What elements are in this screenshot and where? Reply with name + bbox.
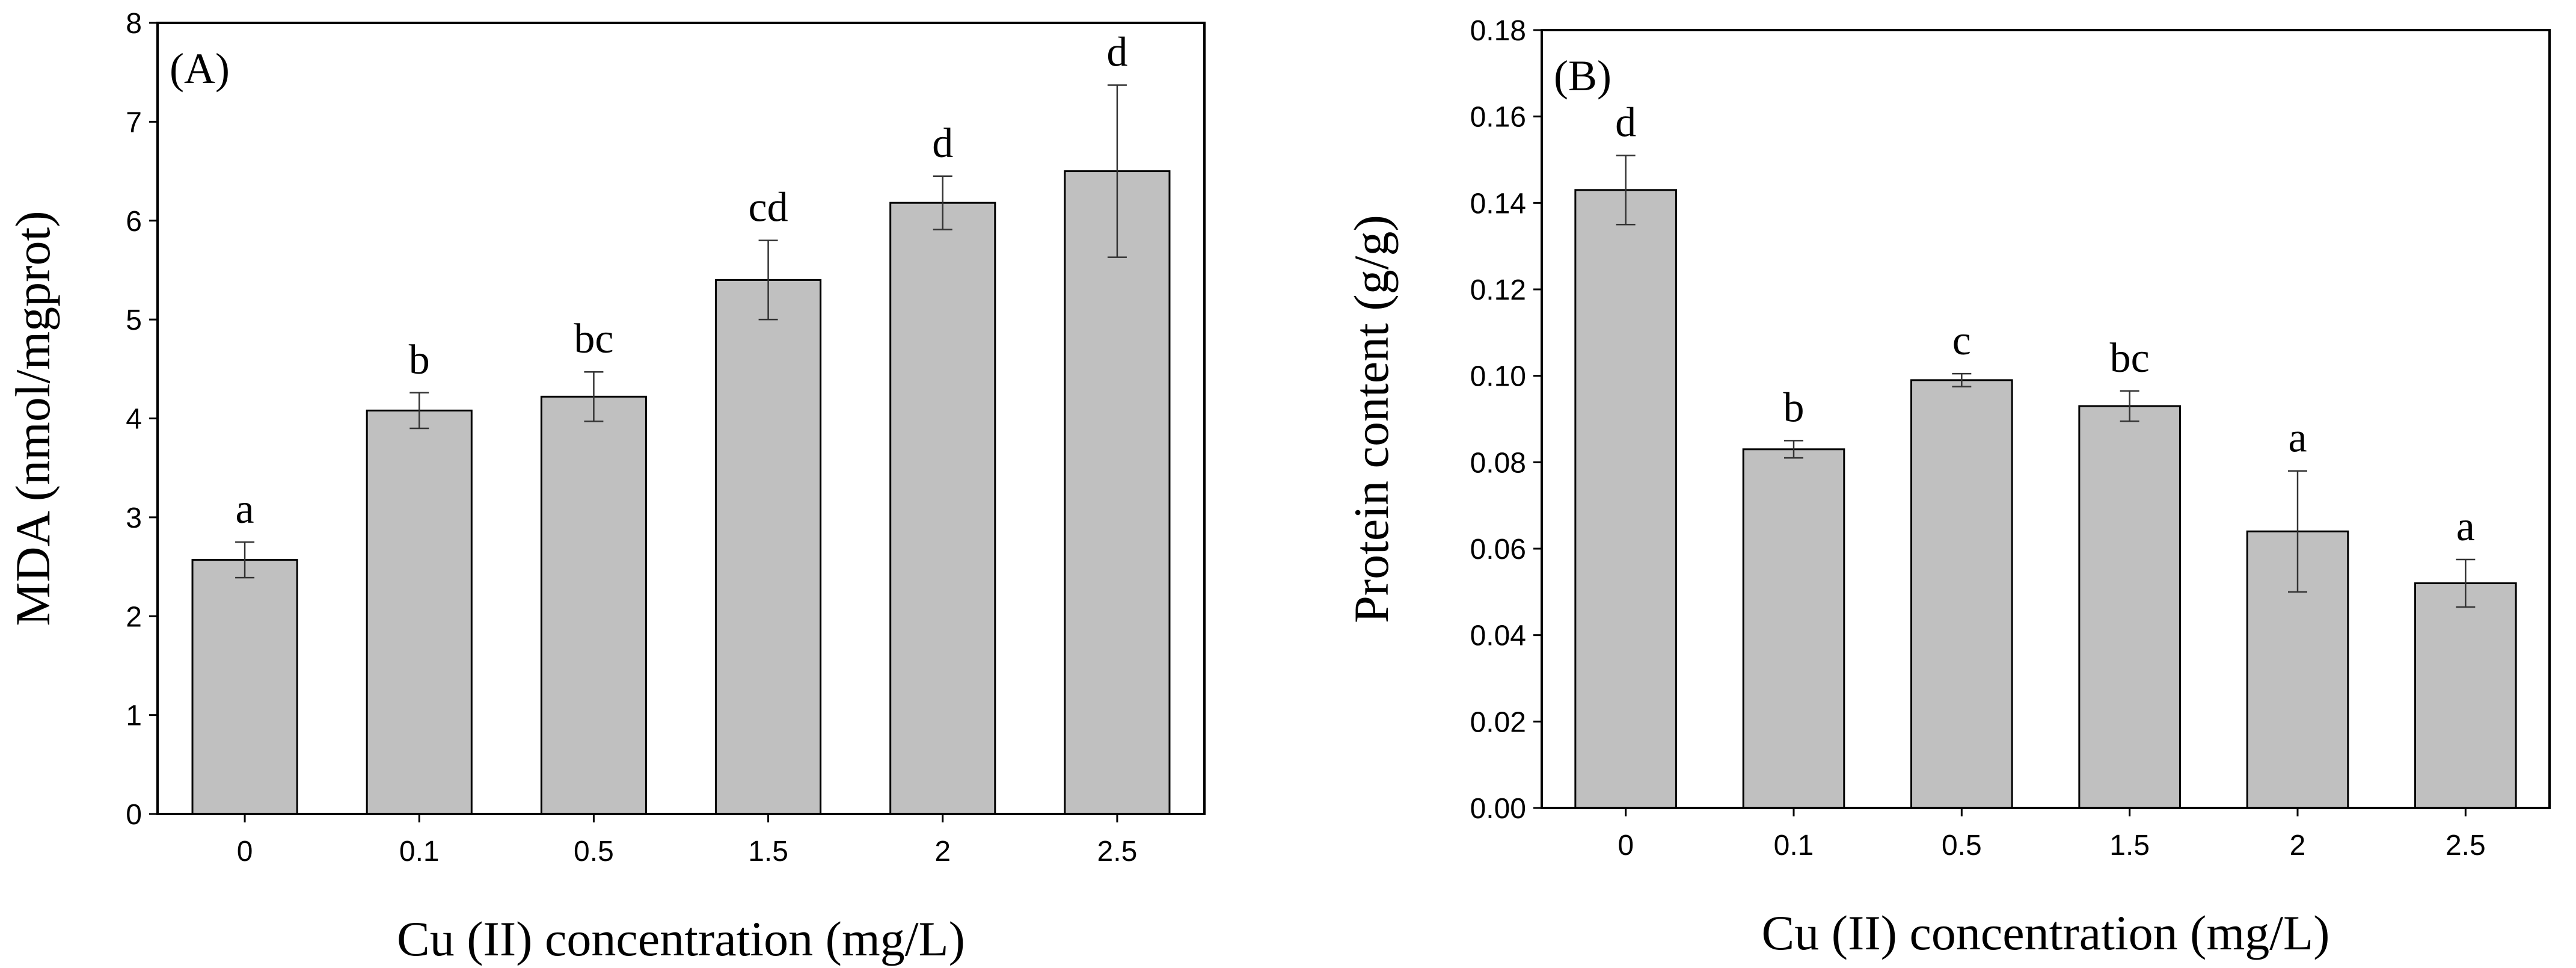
x-tick-label-a-3: 1.5 <box>748 836 788 868</box>
x-tick-label-a-1: 0.1 <box>399 836 440 868</box>
significance-label-a-1: b <box>409 337 430 383</box>
y-tick-label-a-4: 4 <box>126 404 142 436</box>
y-tick-label-b-1: 0.02 <box>1470 706 1526 738</box>
x-tick-label-a-4: 2 <box>934 836 951 868</box>
y-tick-label-a-3: 3 <box>126 502 142 534</box>
plot-frame-a <box>156 22 1206 815</box>
x-tick-label-b-0: 0 <box>1618 830 1634 862</box>
bar-a-0 <box>191 559 298 815</box>
y-tick-label-b-2: 0.04 <box>1470 620 1526 652</box>
significance-label-a-0: a <box>236 486 254 532</box>
y-tick-label-a-1: 1 <box>126 700 142 732</box>
y-tick-label-a-7: 7 <box>126 106 142 138</box>
y-tick-label-a-6: 6 <box>126 206 142 238</box>
significance-label-b-4: a <box>2288 415 2307 461</box>
significance-label-b-0: d <box>1615 99 1636 146</box>
x-axis-title-a: Cu (II) concentration (mg/L) <box>397 911 965 966</box>
x-tick-label-a-5: 2.5 <box>1097 836 1138 868</box>
y-tick-label-b-0: 0.00 <box>1470 793 1526 825</box>
bar-a-5 <box>1064 170 1171 815</box>
y-tick-label-a-0: 0 <box>126 799 142 831</box>
bar-a-2 <box>540 395 647 815</box>
bar-b-5 <box>2414 582 2517 809</box>
x-tick-label-a-2: 0.5 <box>574 836 614 868</box>
y-tick-label-b-4: 0.08 <box>1470 447 1526 479</box>
bar-b-2 <box>1910 379 2013 809</box>
bar-a-3 <box>715 279 822 815</box>
significance-label-b-3: bc <box>2110 335 2150 381</box>
y-axis-title-a: MDA (nmol/mgprot) <box>5 211 60 626</box>
panel-label-a: (A) <box>170 45 230 93</box>
x-tick-label-a-0: 0 <box>237 836 253 868</box>
significance-label-a-4: d <box>932 120 953 167</box>
x-tick-label-b-4: 2 <box>2290 830 2306 862</box>
x-tick-label-b-5: 2.5 <box>2446 830 2486 862</box>
x-tick-label-b-1: 0.1 <box>1774 830 1814 862</box>
x-axis-title-b: Cu (II) concentration (mg/L) <box>1762 905 2330 960</box>
x-tick-label-b-3: 1.5 <box>2109 830 2150 862</box>
significance-label-a-3: cd <box>749 185 788 231</box>
significance-label-a-5: d <box>1106 29 1127 76</box>
x-tick-label-b-2: 0.5 <box>1942 830 1982 862</box>
y-tick-label-a-2: 2 <box>126 601 142 633</box>
significance-label-a-2: bc <box>574 316 613 362</box>
y-tick-label-b-6: 0.12 <box>1470 274 1526 306</box>
y-tick-label-b-3: 0.06 <box>1470 534 1526 566</box>
chart-panel-b: d 0 b 0.1 c 0.5 bc 1.5 a 2 a 2.5 0.00 0.02 0.04 0.06 0.0… <box>1344 15 2551 960</box>
bar-b-3 <box>2078 405 2181 809</box>
bar-b-1 <box>1742 448 1845 809</box>
bar-b-0 <box>1574 189 1677 809</box>
y-tick-label-b-9: 0.18 <box>1470 15 1526 47</box>
y-tick-label-b-5: 0.10 <box>1470 361 1526 393</box>
significance-label-b-1: b <box>1783 384 1805 431</box>
chart-panel-a: a 0 b 0.1 bc 0.5 cd 1.5 d 2 d 2.5 0 1 2 3 4 5 6 7 8 (A) Cu (II… <box>5 8 1206 966</box>
bar-a-1 <box>366 409 473 815</box>
y-tick-label-a-5: 5 <box>126 304 142 336</box>
y-tick-label-b-8: 0.16 <box>1470 102 1526 134</box>
y-tick-label-a-8: 8 <box>126 8 142 40</box>
y-axis-title-b: Protein content (g/g) <box>1344 215 1399 623</box>
panel-label-b: (B) <box>1554 52 1612 100</box>
bar-a-4 <box>889 202 996 815</box>
y-tick-label-b-7: 0.14 <box>1470 188 1526 220</box>
significance-label-b-5: a <box>2456 504 2475 550</box>
significance-label-b-2: c <box>1952 318 1971 364</box>
plot-frame-b <box>1541 29 2551 809</box>
